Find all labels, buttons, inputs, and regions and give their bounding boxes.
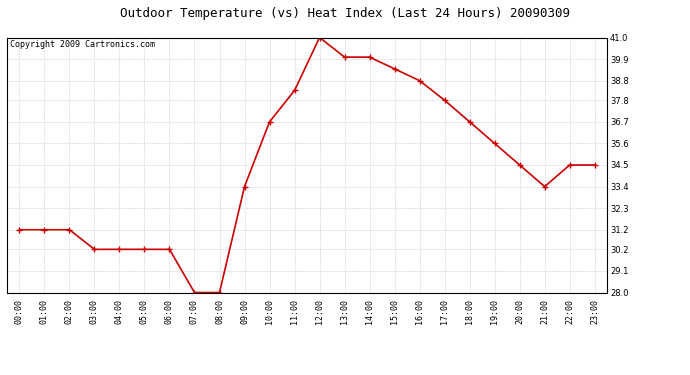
Text: Outdoor Temperature (vs) Heat Index (Last 24 Hours) 20090309: Outdoor Temperature (vs) Heat Index (Las… [120, 8, 570, 21]
Text: Copyright 2009 Cartronics.com: Copyright 2009 Cartronics.com [10, 40, 155, 49]
